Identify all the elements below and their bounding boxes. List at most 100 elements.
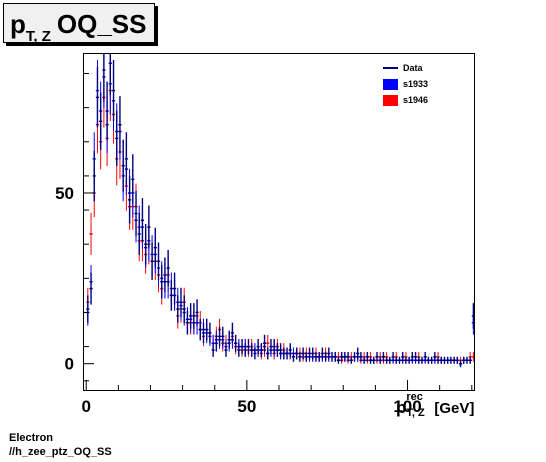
data-point-117 xyxy=(462,356,466,364)
data-point-64 xyxy=(291,352,296,362)
data-point-36 xyxy=(201,322,206,344)
data-point-28 xyxy=(176,295,180,323)
data-point-5 xyxy=(102,54,106,102)
x-tick-label-1: 50 xyxy=(237,397,256,416)
data-point-67 xyxy=(301,347,305,360)
data-point-86 xyxy=(362,356,366,364)
data-point-70 xyxy=(311,347,315,360)
data-point-103 xyxy=(417,356,421,364)
data-point-62 xyxy=(285,347,289,360)
data-point-93 xyxy=(385,356,389,364)
data-point-0 xyxy=(86,295,90,323)
data-point-4 xyxy=(99,92,103,151)
data-point-72 xyxy=(317,352,321,362)
legend-label-data: Data xyxy=(403,63,423,73)
x-axis-superscript: rec xyxy=(406,391,423,403)
data-point-108 xyxy=(433,352,437,362)
data-point-31 xyxy=(185,310,190,335)
legend-line-data xyxy=(383,67,398,69)
title-rest: OQ_SS xyxy=(56,9,147,39)
plot-frame xyxy=(83,53,475,391)
data-point-34 xyxy=(195,299,199,326)
data-point-116 xyxy=(458,360,463,368)
legend-box-s1946 xyxy=(383,94,398,106)
data-point-94 xyxy=(388,356,392,364)
data-point-7 xyxy=(108,54,112,96)
title-symbol: p xyxy=(10,9,26,39)
data-point-95 xyxy=(391,352,395,362)
data-point-88 xyxy=(368,356,373,364)
data-point-23 xyxy=(160,265,164,299)
data-point-44 xyxy=(227,330,231,349)
data-point-46 xyxy=(234,334,238,352)
data-point-18 xyxy=(144,223,148,265)
data-point-47 xyxy=(237,343,241,357)
data-point-113 xyxy=(449,356,453,364)
legend-item-s1946: s1946 xyxy=(383,92,428,108)
data-point-75 xyxy=(327,347,331,360)
data-point-14 xyxy=(131,154,135,205)
data-point-59 xyxy=(275,343,279,357)
data-point-51 xyxy=(250,343,254,357)
data-point-65 xyxy=(295,347,299,360)
x-axis-unit: [GeV] xyxy=(434,400,475,417)
data-point-52 xyxy=(253,347,257,360)
data-point-106 xyxy=(426,356,431,364)
footer-path: //h_zee_ptz_OQ_SS xyxy=(9,446,112,458)
data-point-1 xyxy=(89,272,93,305)
data-point-55 xyxy=(262,334,267,352)
data-point-74 xyxy=(323,352,328,362)
data-point-45 xyxy=(230,322,235,344)
data-point-3 xyxy=(95,67,100,128)
data-point-2 xyxy=(92,150,96,202)
data-point-19 xyxy=(147,205,151,249)
data-point-104 xyxy=(420,356,424,364)
data-point-80 xyxy=(343,352,347,362)
data-point-10 xyxy=(118,96,122,154)
legend-label-s1946: s1946 xyxy=(403,95,429,105)
data-point-27 xyxy=(172,272,177,305)
data-point-57 xyxy=(269,338,273,355)
data-point-17 xyxy=(140,198,145,243)
series-data xyxy=(86,54,475,368)
data-point-21 xyxy=(153,227,157,268)
data-point-107 xyxy=(430,356,434,364)
legend-label-s1933: s1933 xyxy=(403,79,429,89)
data-point-89 xyxy=(372,356,376,364)
data-point-38 xyxy=(208,322,212,344)
data-point-20 xyxy=(150,242,154,280)
data-point-66 xyxy=(298,352,302,362)
data-point-13 xyxy=(127,176,132,224)
data-point-85 xyxy=(359,352,363,362)
data-point-12 xyxy=(124,132,128,186)
data-point-11 xyxy=(121,139,125,192)
legend-box-s1933 xyxy=(383,78,398,90)
data-point-24 xyxy=(163,257,167,293)
data-point-30 xyxy=(182,295,186,323)
data-point-115 xyxy=(455,356,459,364)
data-point-87 xyxy=(365,352,369,362)
data-point-69 xyxy=(307,347,312,360)
data-point-71 xyxy=(314,352,318,362)
data-point-79 xyxy=(340,352,344,362)
data-point-41 xyxy=(217,326,222,347)
data-point-90 xyxy=(375,352,379,362)
x-tick-label-0: 0 xyxy=(81,397,90,416)
data-point-40 xyxy=(214,334,218,352)
x-axis-symbol: p xyxy=(396,398,407,417)
data-point-58 xyxy=(272,338,276,355)
data-point-81 xyxy=(346,352,350,362)
data-point-35 xyxy=(198,318,202,341)
data-point-119 xyxy=(468,356,472,364)
data-point-56 xyxy=(266,347,270,360)
data-point-48 xyxy=(240,338,244,355)
x-axis-label: p rec T, Z [GeV] xyxy=(396,391,475,419)
title-subscript: T, Z xyxy=(25,28,51,45)
data-point-39 xyxy=(211,343,215,357)
footer-label: Electron xyxy=(9,432,54,444)
data-point-96 xyxy=(394,356,398,364)
data-point-8 xyxy=(111,60,116,122)
data-point-60 xyxy=(279,343,283,357)
data-point-16 xyxy=(137,212,141,255)
